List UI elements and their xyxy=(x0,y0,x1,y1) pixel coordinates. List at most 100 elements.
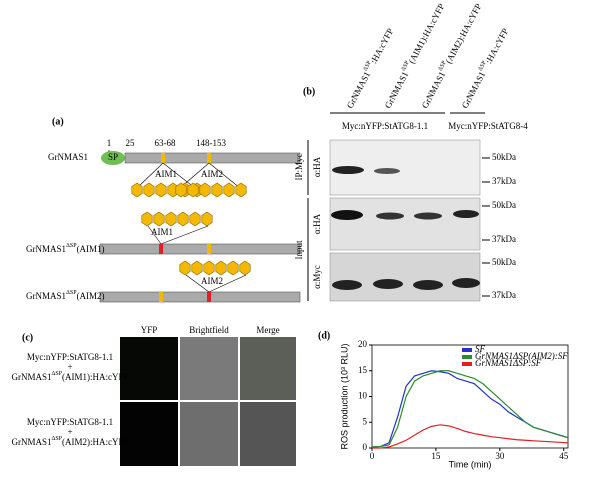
aim1-mutated xyxy=(159,244,163,254)
label: AIM1 xyxy=(151,227,173,237)
label-rest: :HA:cYFP xyxy=(483,27,510,66)
connector xyxy=(147,225,162,245)
band xyxy=(332,166,364,174)
label-sup: ΔSP xyxy=(438,60,449,73)
micrograph xyxy=(120,337,178,400)
hexagon xyxy=(131,182,143,198)
label: AIM2 xyxy=(201,169,223,179)
y-tick-label: 0 xyxy=(363,442,368,452)
band xyxy=(373,279,403,289)
label-rest: (AIM2):HA:cYFP xyxy=(62,437,129,447)
x-tick-label: 0 xyxy=(370,451,375,461)
label-base: GrNMAS1 xyxy=(383,70,411,110)
label: Myc:nYFP:StATG8-1.1 xyxy=(342,121,428,131)
x-tick-label: 45 xyxy=(559,451,569,461)
label: + xyxy=(67,427,72,437)
label: Myc:nYFP:StATG8-1.1 xyxy=(27,352,113,362)
band xyxy=(453,210,479,218)
micrograph xyxy=(240,337,296,400)
label: 37kDa xyxy=(492,290,516,300)
aim2-mutated xyxy=(207,292,211,302)
label-sup: ΔSP xyxy=(51,371,62,377)
hexagon xyxy=(191,260,203,276)
label: YFP xyxy=(141,325,158,335)
hexagon xyxy=(201,211,213,227)
y-axis-label: ROS production (10³ RLU) xyxy=(339,343,349,449)
hexagon xyxy=(189,211,201,227)
label: α:HA xyxy=(312,156,322,177)
label: GrNMAS1ΔSP(AIM2) xyxy=(26,290,105,301)
label: Myc:nYFP:StATG8-4 xyxy=(448,121,528,131)
label: 37kDa xyxy=(492,234,516,244)
legend-swatch xyxy=(462,355,472,359)
y-tick-label: 20 xyxy=(358,339,368,349)
hexagon xyxy=(175,182,187,198)
label: (a) xyxy=(52,116,64,127)
hexagon xyxy=(187,182,199,198)
blot xyxy=(329,197,481,251)
label-sup: ΔSP xyxy=(66,243,77,249)
label: AIM2 xyxy=(201,276,223,286)
column-label: GrNMAS1ΔSP:HA:cYFP xyxy=(459,26,510,110)
y-tick-label: 15 xyxy=(358,365,368,375)
label: Brightfield xyxy=(189,325,229,335)
blot xyxy=(329,252,481,302)
label-base: GrNMAS1 xyxy=(11,372,51,382)
label: GrNMAS1 xyxy=(48,152,88,162)
micrograph xyxy=(240,402,296,466)
y-tick-label: 10 xyxy=(358,391,368,401)
hexagon xyxy=(227,260,239,276)
band xyxy=(374,168,400,174)
layout xyxy=(99,112,485,466)
label: AIM1 xyxy=(155,169,177,179)
micrograph xyxy=(180,337,238,400)
band xyxy=(331,210,363,220)
hexagon xyxy=(211,182,223,198)
label: + xyxy=(67,362,72,372)
label-sup: ΔSP xyxy=(401,60,412,73)
label: 50kDa xyxy=(492,200,516,210)
label-rest: (AIM2):HA:cYFP xyxy=(443,2,483,65)
label: IP:Myc xyxy=(294,153,304,180)
connector xyxy=(208,274,247,293)
connector xyxy=(185,274,210,293)
label: (c) xyxy=(22,332,33,343)
hexagon xyxy=(153,211,165,227)
protein-bar xyxy=(99,291,301,303)
label: 63-68 xyxy=(155,138,176,148)
series-line xyxy=(371,370,569,448)
hexagon xyxy=(177,211,189,227)
label-base: GrNMAS1 xyxy=(420,70,448,110)
hexagon xyxy=(165,211,177,227)
protein-bar xyxy=(124,152,301,164)
label: SP xyxy=(108,152,118,162)
hexagon xyxy=(239,260,251,276)
connector xyxy=(162,162,196,189)
aim2-site xyxy=(207,244,211,254)
band xyxy=(332,280,362,290)
label: GrNMAS1ΔSP(AIM1):HA:cYFP xyxy=(11,371,128,382)
connector xyxy=(136,162,164,189)
label-sup: ΔSP xyxy=(51,436,62,442)
aim1-site xyxy=(161,153,165,163)
label: α:HA xyxy=(312,213,322,234)
band xyxy=(452,278,480,288)
label-base: GrNMAS1 xyxy=(345,70,373,110)
label: 37kDa xyxy=(492,176,516,186)
label-rest: (AIM1) xyxy=(77,244,105,254)
legend-swatch xyxy=(462,362,472,366)
hexagon xyxy=(179,260,191,276)
label: GrNMAS1ΔSP(AIM2):HA:cYFP xyxy=(11,436,128,447)
hexagon xyxy=(203,260,215,276)
label: 148-153 xyxy=(196,138,226,148)
legend-swatch xyxy=(462,348,472,352)
label: GrNMAS1ΔSP(AIM1) xyxy=(26,243,105,254)
label-sup: ΔSP xyxy=(478,60,489,73)
x-axis-label: Time (min) xyxy=(449,459,492,469)
sp-domain xyxy=(101,151,125,165)
label: α:Myc xyxy=(312,265,322,289)
protein-bar xyxy=(99,243,301,255)
label-rest: (AIM2) xyxy=(77,291,105,301)
label: 50kDa xyxy=(492,257,516,267)
label-base: GrNMAS1 xyxy=(26,244,66,254)
